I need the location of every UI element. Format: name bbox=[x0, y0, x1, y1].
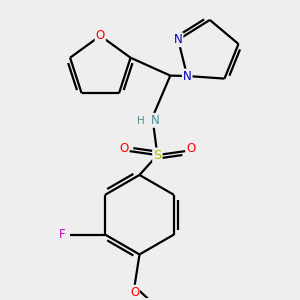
Text: N: N bbox=[151, 114, 160, 127]
Text: S: S bbox=[153, 148, 162, 162]
Text: O: O bbox=[187, 142, 196, 154]
Text: O: O bbox=[96, 29, 105, 42]
Text: O: O bbox=[130, 286, 139, 299]
Text: N: N bbox=[174, 33, 182, 46]
Text: N: N bbox=[183, 70, 192, 83]
Text: F: F bbox=[59, 228, 66, 241]
Text: H: H bbox=[136, 116, 144, 126]
Text: O: O bbox=[119, 142, 128, 154]
